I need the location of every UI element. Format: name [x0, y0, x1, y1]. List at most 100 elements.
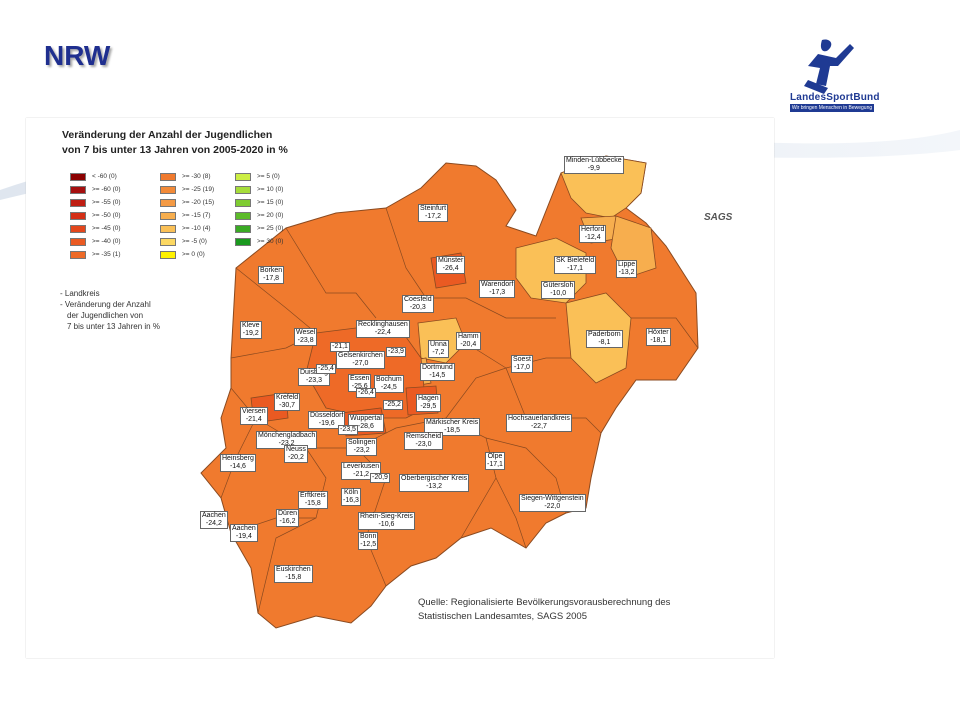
- district-value: -18,5: [444, 427, 461, 434]
- legend-item: >= -20 (15): [160, 196, 214, 209]
- district-name: Herford: [581, 226, 605, 233]
- district-name: Düsseldorf: [310, 412, 344, 419]
- legend-column-3: >= 5 (0) >= 10 (0) >= 15 (0) >= 20 (0) >= 25…: [235, 170, 283, 248]
- district-value: -9,9: [587, 165, 600, 172]
- district-name: Siegen-Wittgenstein: [521, 495, 584, 502]
- district-label: Krefeld -30,7: [274, 393, 301, 411]
- district-value: -17,8: [263, 275, 280, 282]
- legend-label: >= -45 (0): [92, 225, 121, 232]
- legend-label: >= 30 (0): [257, 238, 284, 245]
- district-label: Lippe -13,2: [616, 260, 638, 278]
- legend-label: >= 10 (0): [257, 186, 284, 193]
- district-name: Höxter: [648, 329, 669, 336]
- district-value: -14,5: [429, 372, 446, 379]
- district-value: -21,2: [353, 471, 370, 478]
- district-value: -23,2: [353, 447, 370, 454]
- district-value: -25,2: [385, 401, 401, 408]
- district-label: -25,4: [316, 364, 336, 374]
- district-label: Aachen -19,4: [230, 524, 258, 542]
- legend-swatch: [70, 172, 86, 181]
- legend-label: >= -30 (8): [182, 173, 211, 180]
- district-name: Aachen: [232, 525, 256, 532]
- legend-item: >= -55 (0): [70, 196, 121, 209]
- note-line: - Landkreis: [60, 289, 100, 298]
- district-name: Lippe: [618, 261, 636, 268]
- district-value: -23,8: [297, 337, 314, 344]
- legend-item: >= -5 (0): [160, 235, 214, 248]
- district-label: Siegen-Wittgenstein -22,0: [519, 494, 586, 512]
- district-name: Euskirchen: [276, 566, 311, 573]
- source-line-2: Statistischen Landesamtes, SAGS 2005: [418, 611, 587, 622]
- district-name: Kleve: [242, 322, 260, 329]
- note-line: der Jugendlichen von: [67, 311, 144, 320]
- legend-label: < -60 (0): [92, 173, 117, 180]
- district-label: Herford -12,4: [579, 225, 607, 243]
- legend-swatch: [235, 211, 251, 220]
- landessportbund-logo: [804, 39, 854, 94]
- district-label: Remscheid -23,0: [404, 432, 444, 450]
- district-name: Essen: [350, 375, 370, 382]
- district-name: Düren: [278, 510, 298, 517]
- district-label: Essen -25,6: [348, 374, 372, 392]
- district-value: -15,8: [304, 500, 321, 507]
- district-name: Münster: [438, 257, 464, 264]
- legend-item: >= 20 (0): [235, 209, 283, 222]
- legend-item: >= 10 (0): [235, 183, 283, 196]
- legend-item: >= 5 (0): [235, 170, 283, 183]
- district-name: Hochsauerlandkreis: [508, 415, 570, 422]
- district-name: Recklinghausen: [358, 321, 408, 328]
- district-label: Hagen -29,5: [416, 394, 441, 412]
- district-name: Minden-Lübbecke: [566, 157, 622, 164]
- district-name: Krefeld: [276, 394, 299, 401]
- district-value: -23,9: [388, 348, 404, 355]
- district-label: Heinsberg -14,6: [220, 454, 256, 472]
- district-name: Neuss: [286, 446, 306, 453]
- district-name: Erftkreis: [300, 492, 326, 499]
- legend-label: >= -55 (0): [92, 199, 121, 206]
- legend-label: >= -10 (4): [182, 225, 211, 232]
- district-value: -20,2: [287, 454, 304, 461]
- map-figure: Veränderung der Anzahl der Jugendlichen …: [26, 118, 774, 658]
- district-name: SK Bielefeld: [556, 257, 595, 264]
- district-name: Oberbergischer Kreis: [401, 475, 468, 482]
- legend-item: >= -35 (1): [70, 248, 121, 261]
- legend-item: >= -30 (8): [160, 170, 214, 183]
- district-label: Gütersloh -10,0: [541, 281, 576, 299]
- legend-swatch: [160, 211, 176, 220]
- district-value: -26,4: [442, 265, 459, 272]
- legend-swatch: [160, 172, 176, 181]
- legend-swatch: [70, 224, 86, 233]
- legend-label: >= 25 (0): [257, 225, 284, 232]
- district-name: Steinfurt: [420, 205, 447, 212]
- district-name: Bonn: [360, 533, 377, 540]
- logo-text: LandesSportBund: [790, 92, 880, 103]
- legend-label: >= -60 (0): [92, 186, 121, 193]
- source-line-1: Quelle: Regionalisierte Bevölkerungsvora…: [418, 597, 671, 608]
- legend-item: >= 15 (0): [235, 196, 283, 209]
- district-name: Borken: [260, 267, 283, 274]
- district-value: -17,0: [513, 364, 530, 371]
- district-label: Aachen -24,2: [200, 511, 228, 529]
- district-label: Gelsenkirchen -27,0: [336, 351, 385, 369]
- district-value: -23,2: [278, 440, 295, 447]
- legend-label: >= -35 (1): [92, 251, 121, 258]
- district-name: Unna: [430, 341, 447, 348]
- district-label: Mönchengladbach -23,2: [256, 431, 318, 449]
- district-label: Minden-Lübbecke -9,9: [564, 156, 624, 174]
- district-value: -28,6: [357, 423, 374, 430]
- legend-swatch: [70, 250, 86, 259]
- legend-swatch: [160, 185, 176, 194]
- district-name: Leverkusen: [343, 463, 380, 470]
- district-label: Solingen -23,2: [346, 438, 378, 456]
- district-name: Gelsenkirchen: [338, 352, 383, 359]
- district-name: Rhein-Sieg-Kreis: [360, 513, 413, 520]
- legend-label: >= 20 (0): [257, 212, 284, 219]
- district-name: Olpe: [487, 453, 503, 460]
- district-name: Remscheid: [406, 433, 442, 440]
- district-value: -17,2: [425, 213, 442, 220]
- district-label: Soest -17,0: [511, 355, 533, 373]
- district-label: Bonn -12,5: [358, 532, 379, 550]
- district-name: Wuppertal: [350, 415, 382, 422]
- district-value: -16,2: [279, 518, 296, 525]
- district-value: -15,8: [285, 574, 302, 581]
